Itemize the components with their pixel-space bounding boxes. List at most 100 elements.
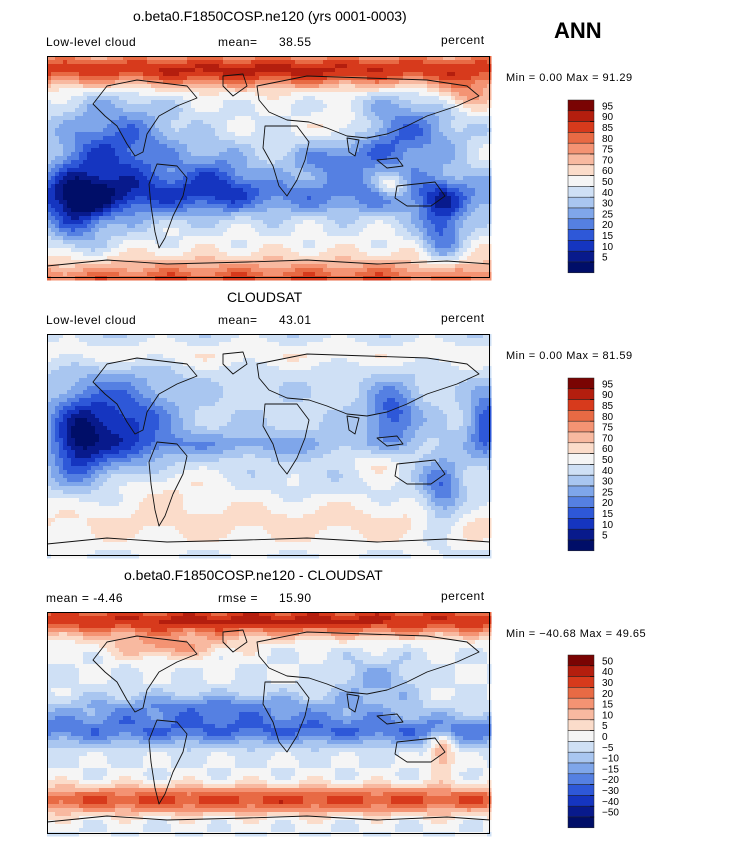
coastline-6 bbox=[376, 435, 404, 447]
colorbar-swatch bbox=[567, 186, 595, 198]
colorbar-tick-label: 5 bbox=[602, 531, 608, 542]
panel-3-min-max: Min = −40.68 Max = 49.65 bbox=[506, 628, 647, 640]
coastline-5 bbox=[346, 415, 360, 435]
coastline-3 bbox=[256, 75, 480, 139]
colorbar-tick-label: 50 bbox=[602, 455, 614, 466]
colorbar-swatch bbox=[567, 474, 595, 487]
colorbar-swatch bbox=[567, 485, 595, 498]
colorbar-swatch bbox=[567, 431, 595, 444]
colorbar-tick-label: −20 bbox=[602, 775, 619, 786]
panel-3-units: percent bbox=[441, 589, 485, 603]
panel-2-map bbox=[46, 334, 492, 559]
colorbar-tick-label: 85 bbox=[602, 123, 614, 134]
colorbar-tick-label: 0 bbox=[602, 732, 608, 743]
colorbar-swatch bbox=[567, 218, 595, 230]
colorbar-tick-label: −40 bbox=[602, 797, 619, 808]
colorbar-tick-label: 40 bbox=[602, 188, 614, 199]
panel-3-rmse-label: rmse = bbox=[218, 591, 259, 605]
colorbar-tick-label: 60 bbox=[602, 444, 614, 455]
colorbar-tick-label: 85 bbox=[602, 401, 614, 412]
colorbar-tick-label: 30 bbox=[602, 199, 614, 210]
colorbar-swatch bbox=[567, 665, 595, 677]
panel-1-units: percent bbox=[441, 33, 485, 47]
colorbar-swatch bbox=[567, 410, 595, 422]
panel-1-variable-label: Low-level cloud bbox=[46, 35, 137, 49]
coastline-2 bbox=[148, 441, 188, 527]
colorbar-swatch bbox=[567, 528, 595, 541]
colorbar-tick-label: 70 bbox=[602, 433, 614, 444]
colorbar-swatch bbox=[567, 708, 595, 721]
coastline-5 bbox=[346, 137, 360, 157]
panel-3-rmse-value: 15.90 bbox=[279, 591, 312, 605]
colorbar-tick-label: 75 bbox=[602, 145, 614, 156]
colorbar-swatch bbox=[567, 518, 595, 530]
colorbar-tick-label: 25 bbox=[602, 209, 614, 220]
panel-2-units: percent bbox=[441, 311, 485, 325]
colorbar-tick-label: 5 bbox=[602, 253, 608, 264]
colorbar-swatch bbox=[567, 164, 595, 176]
season-label: ANN bbox=[554, 18, 602, 43]
coastline-3 bbox=[256, 631, 480, 695]
colorbar-tick-label: −5 bbox=[602, 743, 614, 754]
coastline-0 bbox=[92, 79, 198, 157]
colorbar-tick-label: 95 bbox=[602, 379, 614, 390]
panel-1-title: o.beta0.F1850COSP.ne120 (yrs 0001-0003) bbox=[133, 8, 407, 24]
coastline-5 bbox=[346, 693, 360, 713]
panel-2-title: CLOUDSAT bbox=[227, 289, 303, 305]
colorbar-tick-label: 20 bbox=[602, 689, 614, 700]
colorbar-swatch bbox=[567, 676, 595, 688]
colorbar-swatch bbox=[567, 795, 595, 807]
coastline-0 bbox=[92, 357, 198, 435]
colorbar-swatch bbox=[567, 741, 595, 753]
colorbar-swatch bbox=[567, 132, 595, 144]
coastline-4 bbox=[262, 125, 310, 197]
coastline-6 bbox=[376, 713, 404, 725]
coastline-4 bbox=[262, 403, 310, 475]
colorbar-tick-label: −30 bbox=[602, 786, 619, 797]
coastline-7 bbox=[394, 459, 446, 485]
colorbar-swatch bbox=[567, 229, 595, 241]
colorbar-tick-label: 10 bbox=[602, 242, 614, 253]
colorbar-swatch bbox=[567, 773, 595, 785]
map-frame bbox=[47, 612, 490, 834]
colorbar-swatch bbox=[567, 142, 595, 155]
colorbar-tick-label: 40 bbox=[602, 466, 614, 477]
colorbar-swatch bbox=[567, 250, 595, 263]
colorbar-tick-label: 5 bbox=[602, 721, 608, 732]
colorbar-swatch bbox=[567, 654, 595, 667]
colorbar-swatch bbox=[567, 697, 595, 710]
coastline-0 bbox=[92, 635, 198, 713]
colorbar-tick-label: 10 bbox=[602, 710, 614, 721]
coastline-4 bbox=[262, 681, 310, 753]
panel-1-min-max: Min = 0.00 Max = 91.29 bbox=[506, 72, 633, 84]
coastline-3 bbox=[256, 353, 480, 417]
coastline-1 bbox=[222, 629, 248, 653]
panel-2-variable-label: Low-level cloud bbox=[46, 313, 137, 327]
panel-1-mean-label: mean= bbox=[218, 35, 258, 49]
colorbar-swatch bbox=[567, 464, 595, 476]
colorbar-swatch bbox=[567, 784, 595, 796]
colorbar-swatch bbox=[567, 399, 595, 411]
coastline-7 bbox=[394, 181, 446, 207]
panel-3-title: o.beta0.F1850COSP.ne120 - CLOUDSAT bbox=[124, 567, 383, 583]
colorbar-swatch bbox=[567, 240, 595, 252]
colorbar-swatch bbox=[567, 719, 595, 731]
map-frame bbox=[47, 56, 490, 278]
colorbar-tick-label: 15 bbox=[602, 700, 614, 711]
colorbar-tick-label: 40 bbox=[602, 667, 614, 678]
colorbar-tick-label: −15 bbox=[602, 764, 619, 775]
colorbar-swatch bbox=[567, 153, 595, 166]
coastline-2 bbox=[148, 719, 188, 805]
coastline-7 bbox=[394, 737, 446, 763]
colorbar-tick-label: 20 bbox=[602, 498, 614, 509]
panel-1-map bbox=[46, 56, 492, 281]
colorbar-tick-label: 20 bbox=[602, 220, 614, 231]
colorbar-swatch bbox=[567, 496, 595, 508]
coastline-1 bbox=[222, 351, 248, 375]
panel-3-mean-text: mean = -4.46 bbox=[46, 591, 124, 605]
colorbar-tick-label: 30 bbox=[602, 477, 614, 488]
colorbar-swatch bbox=[567, 687, 595, 699]
